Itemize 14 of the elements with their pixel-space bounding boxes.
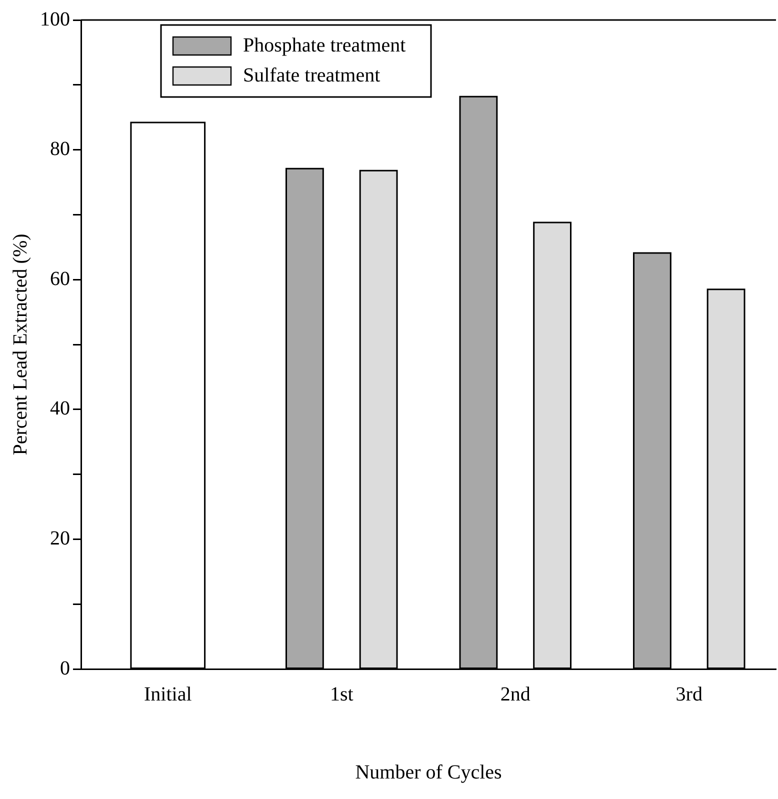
legend-label: Phosphate treatment: [243, 34, 406, 56]
y-tick-label: 40: [50, 398, 70, 420]
y-axis-title: Percent Lead Extracted (%): [9, 234, 32, 456]
y-tick-label: 20: [50, 527, 70, 550]
x-axis-title: Number of Cycles: [355, 761, 502, 784]
x-tick-label: 3rd: [676, 683, 702, 706]
y-tick-label: 100: [40, 8, 70, 30]
x-tick-label: 2nd: [500, 683, 530, 706]
y-tick-label: 0: [60, 657, 70, 680]
x-tick-label: Initial: [144, 683, 192, 706]
y-tick-label: 60: [50, 268, 70, 290]
legend-label: Sulfate treatment: [243, 64, 381, 86]
x-tick-label: 1st: [330, 683, 354, 706]
y-tick-label: 80: [50, 138, 70, 160]
